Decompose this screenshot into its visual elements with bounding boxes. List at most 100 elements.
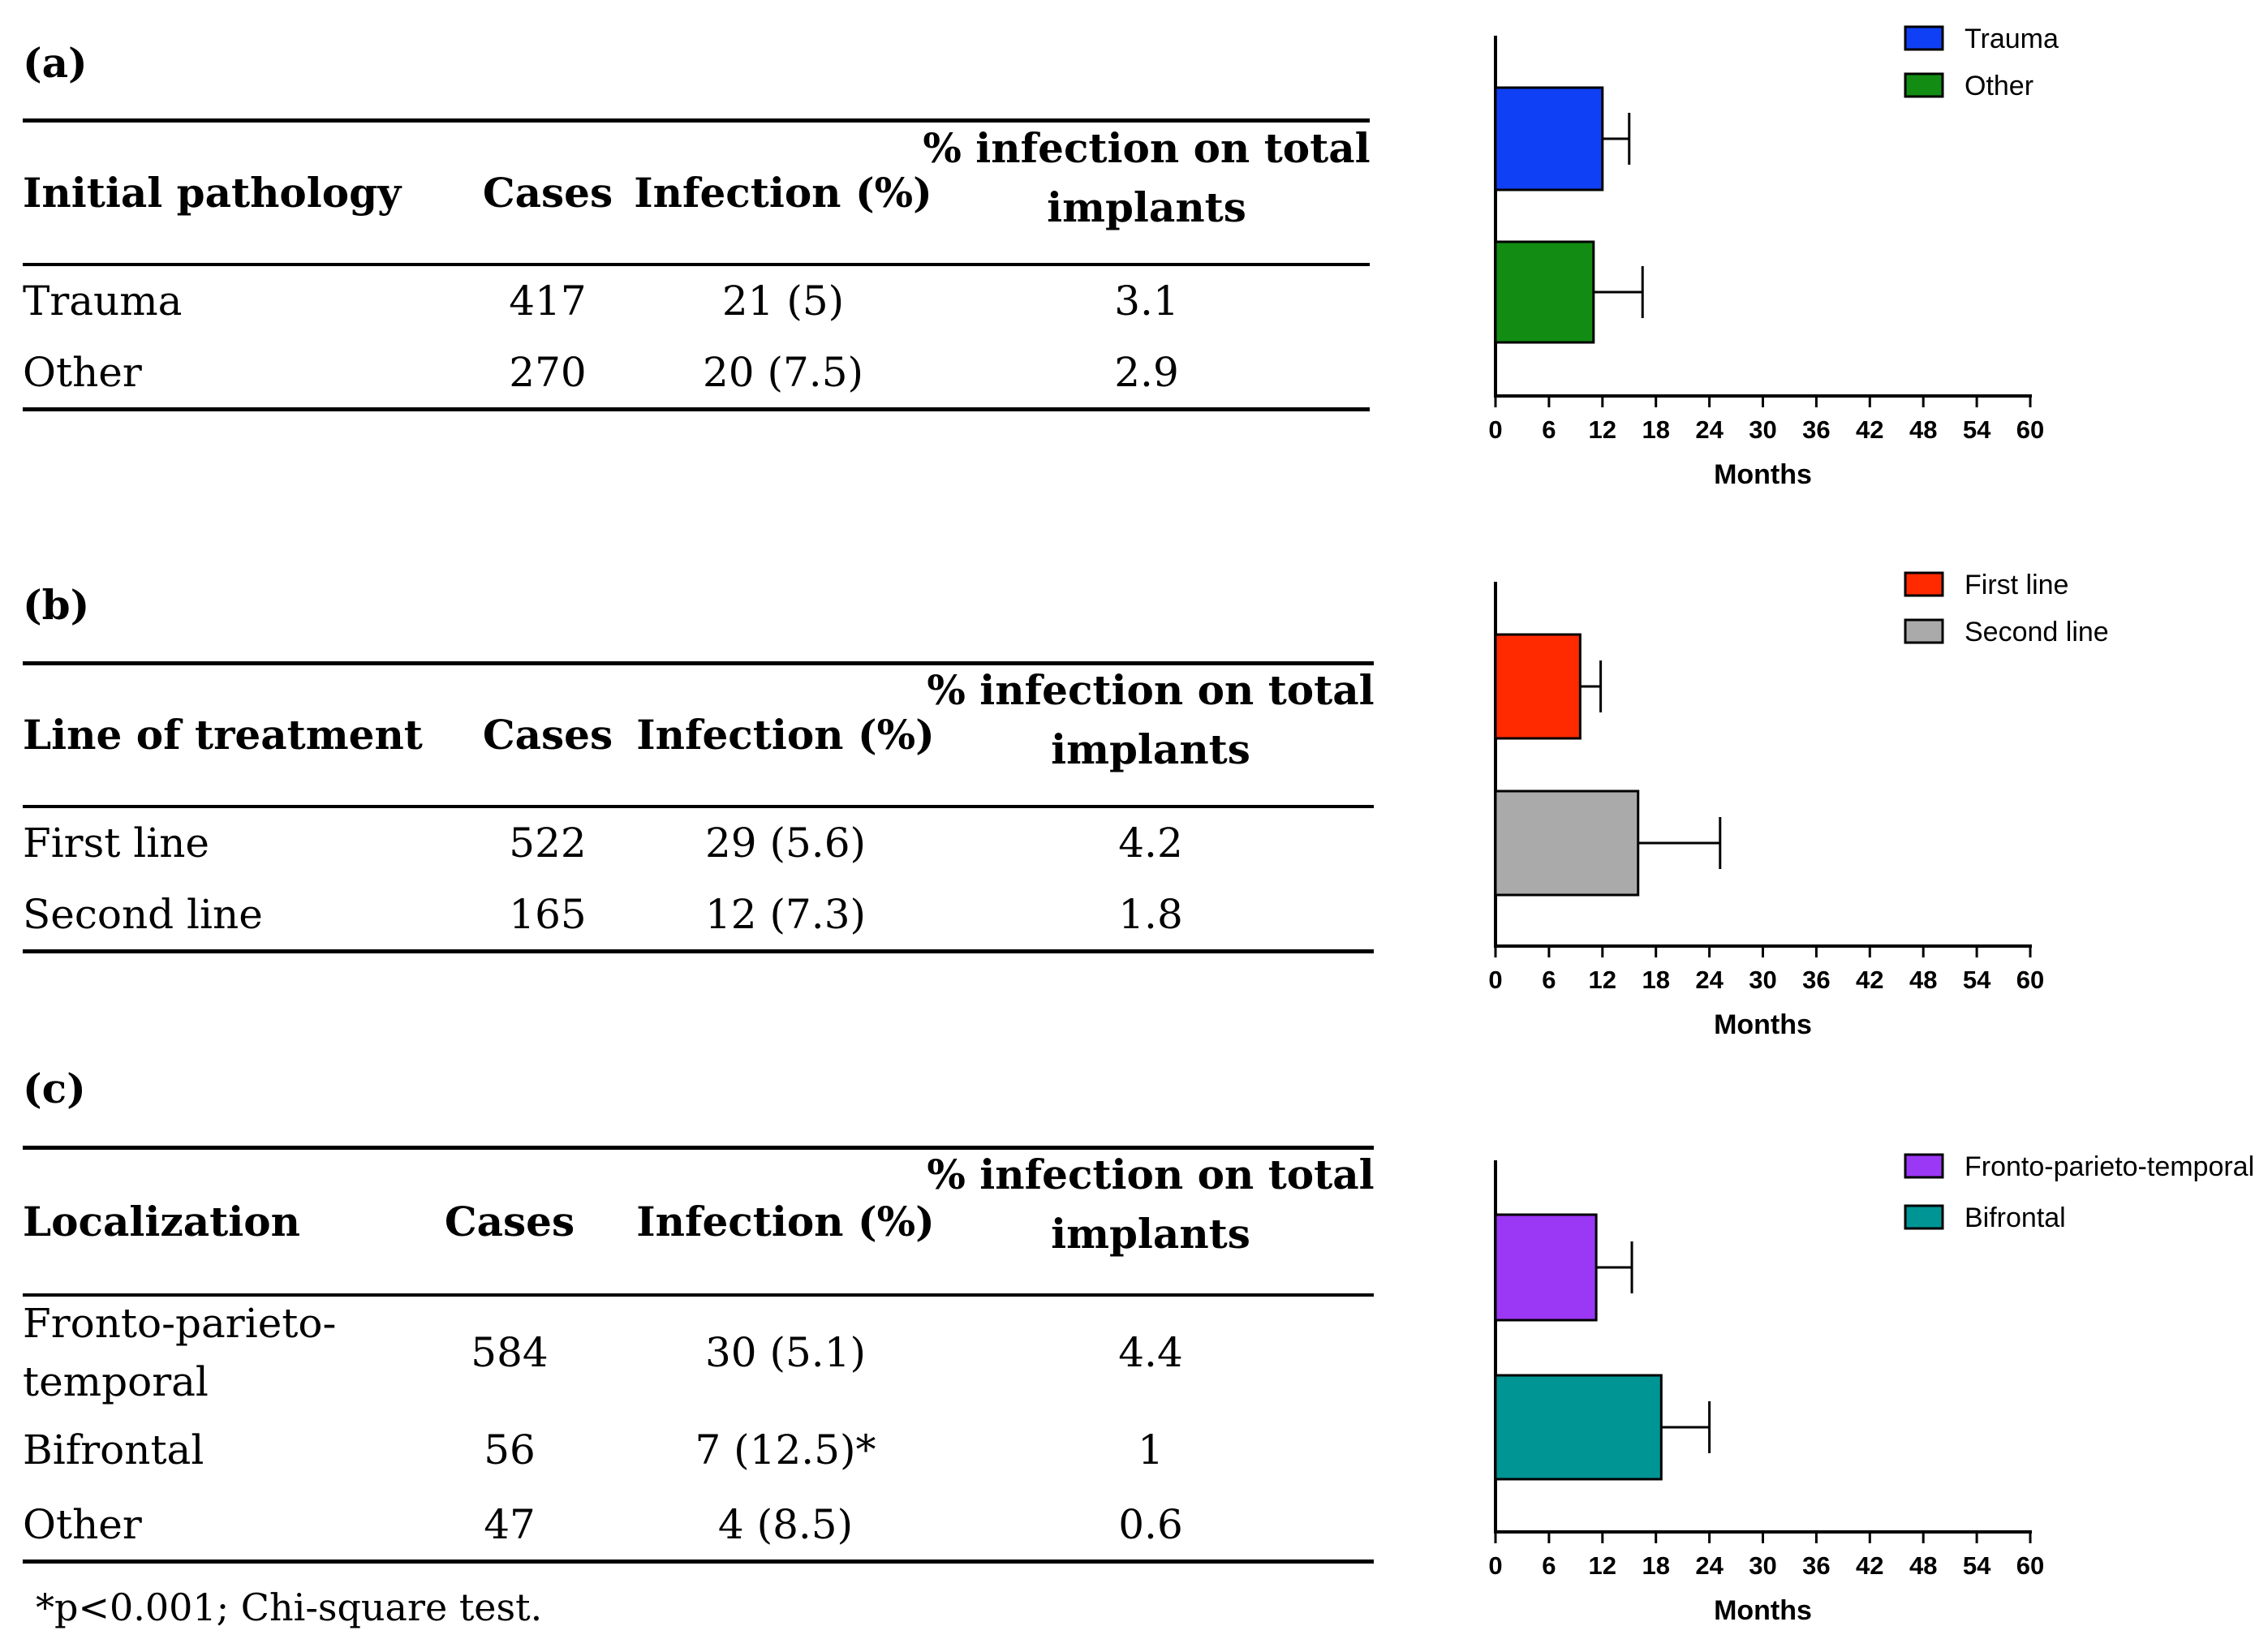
table-b-row2-infection: 12 (7.3) (704, 891, 867, 938)
x-tick-label: 60 (2016, 966, 2044, 994)
x-tick-label: 60 (2016, 415, 2044, 444)
table-c-row1-label-line2: temporal (23, 1358, 209, 1405)
table-b-header-cases: Cases (482, 711, 613, 759)
table-a-row2-infection: 20 (7.5) (702, 349, 864, 396)
x-tick-label: 54 (1963, 966, 1991, 994)
x-tick-label: 36 (1802, 415, 1830, 444)
table-c-row3-cases: 47 (484, 1501, 536, 1548)
x-tick-label: 24 (1695, 415, 1724, 444)
legend-swatch (1904, 571, 1944, 597)
x-tick-label: 60 (2016, 1551, 2044, 1580)
table-c-mid-rule (23, 1293, 1374, 1297)
x-tick-label: 12 (1589, 1551, 1616, 1580)
x-tick-label: 48 (1909, 966, 1937, 994)
table-c-header-infection: Infection (%) (636, 1198, 935, 1245)
bar (1494, 633, 1582, 740)
legend-label: Bifrontal (1965, 1202, 2066, 1233)
legend-swatch (1904, 1153, 1944, 1179)
x-tick-label: 6 (1542, 1551, 1556, 1580)
table-a-header-infection: Infection (%) (634, 169, 932, 217)
x-tick-label: 12 (1589, 415, 1616, 444)
table-a-row1-infection: 21 (5) (721, 277, 845, 325)
table-c-row1-pct: 4.4 (1118, 1329, 1183, 1376)
table-b-row1-infection: 29 (5.6) (704, 820, 867, 867)
table-b-row1-label: First line (23, 820, 210, 867)
table-c-row3-infection: 4 (8.5) (717, 1501, 854, 1548)
chart-c: 0 6 12 18 24 30 36 42 48 54 60 Months Fronto-parieto… (1488, 1151, 2254, 1626)
table-a-header-cases: Cases (482, 169, 613, 217)
table-b-header-infection: Infection (%) (636, 711, 935, 759)
table-c-row1-label-line1: Fronto-parieto- (23, 1300, 337, 1347)
x-axis-label: Months (1714, 1595, 1812, 1626)
x-tick-label: 18 (1642, 1551, 1669, 1580)
x-tick-label: 42 (1856, 1551, 1883, 1580)
table-c-top-rule (23, 1146, 1374, 1150)
x-tick-label: 0 (1488, 966, 1502, 994)
table-c-row1-infection: 30 (5.1) (704, 1329, 867, 1376)
table-c-row1-cases: 584 (471, 1329, 549, 1376)
x-tick-label: 30 (1749, 966, 1776, 994)
legend-swatch (1904, 72, 1944, 98)
table-a-row1-label: Trauma (23, 277, 183, 325)
table-c-header-cases: Cases (444, 1198, 575, 1245)
bar (1494, 789, 1640, 897)
x-tick-label: 6 (1542, 415, 1556, 444)
table-a-row2-label: Other (23, 349, 142, 396)
table-a-row1-pct: 3.1 (1114, 277, 1179, 325)
table-a-top-rule (23, 118, 1370, 123)
legend-label: Fronto-parieto-temporal (1965, 1151, 2254, 1182)
x-tick-label: 54 (1963, 415, 1991, 444)
chart-a: 0 6 12 18 24 30 36 42 48 54 60 Months Trauma Other (1488, 24, 2059, 490)
table-b-mid-rule (23, 805, 1374, 808)
legend-swatch (1904, 618, 1944, 644)
legend-label: Trauma (1965, 24, 2059, 54)
table-a-bottom-rule (23, 407, 1370, 411)
table-b-bottom-rule (23, 949, 1374, 953)
table-c-row2-infection: 7 (12.5)* (695, 1426, 876, 1473)
x-tick-label: 48 (1909, 415, 1937, 444)
bar (1494, 1374, 1663, 1481)
x-tick-label: 36 (1802, 1551, 1830, 1580)
x-axis-label: Months (1714, 1009, 1812, 1040)
table-a-header-col1: Initial pathology (23, 169, 402, 217)
x-tick-label: 30 (1749, 1551, 1776, 1580)
legend-label: Other (1965, 71, 2033, 101)
x-tick-label: 24 (1695, 1551, 1724, 1580)
table-a-row1-cases: 417 (509, 277, 587, 325)
x-tick-label: 42 (1856, 966, 1883, 994)
x-tick-label: 54 (1963, 1551, 1991, 1580)
x-axis-label: Months (1714, 459, 1812, 490)
legend-swatch (1904, 1204, 1944, 1230)
table-b-header-col1: Line of treatment (23, 711, 423, 759)
x-tick-label: 24 (1695, 966, 1724, 994)
panel-label-a: (a) (23, 39, 88, 87)
chart-b: 0 6 12 18 24 30 36 42 48 54 60 Months First line Seco… (1488, 570, 2108, 1040)
legend-label: First line (1965, 570, 2068, 600)
table-a-header-pct-line1: % infection on total (923, 124, 1371, 172)
x-tick-label: 0 (1488, 1551, 1502, 1580)
table-b-row1-pct: 4.2 (1118, 820, 1183, 867)
panel-label-b: (b) (23, 581, 90, 629)
table-c-row2-label: Bifrontal (23, 1426, 204, 1473)
table-b-row1-cases: 522 (509, 820, 587, 867)
table-c-header-pct-line1: % infection on total (927, 1151, 1375, 1198)
table-c-row3-label: Other (23, 1501, 142, 1548)
x-tick-label: 18 (1642, 966, 1669, 994)
table-c-row2-pct: 1 (1138, 1426, 1164, 1473)
table-c-bottom-rule (23, 1560, 1374, 1564)
table-b-row2-label: Second line (23, 891, 263, 938)
table-b-header-pct-line2: implants (1051, 725, 1250, 773)
table-c-row2-cases: 56 (484, 1426, 536, 1473)
x-tick-label: 30 (1749, 415, 1776, 444)
table-b-top-rule (23, 661, 1374, 665)
table-c-header-pct-line2: implants (1051, 1210, 1250, 1258)
bar (1494, 1213, 1598, 1322)
x-tick-label: 0 (1488, 415, 1502, 444)
table-a-header-pct-line2: implants (1047, 183, 1246, 231)
x-tick-label: 18 (1642, 415, 1669, 444)
panel-label-c: (c) (23, 1065, 86, 1112)
legend-swatch (1904, 25, 1944, 51)
x-tick-label: 48 (1909, 1551, 1937, 1580)
x-tick-label: 12 (1589, 966, 1616, 994)
table-a-mid-rule (23, 263, 1370, 266)
